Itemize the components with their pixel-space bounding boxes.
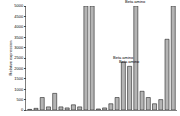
svg-text:Relative expression: Relative expression <box>8 41 13 76</box>
svg-text:1500: 1500 <box>14 76 24 81</box>
svg-text:4500: 4500 <box>14 14 24 19</box>
svg-text:Beta amino: Beta amino <box>119 59 140 64</box>
svg-text:4000: 4000 <box>14 24 24 29</box>
svg-text:3500: 3500 <box>14 35 24 40</box>
svg-text:Beta amino: Beta amino <box>113 55 134 60</box>
svg-text:Beta amino: Beta amino <box>125 0 146 4</box>
svg-text:0: 0 <box>21 107 24 112</box>
svg-text:500: 500 <box>17 97 24 102</box>
svg-text:2000: 2000 <box>14 66 24 71</box>
svg-text:5000: 5000 <box>14 3 24 8</box>
svg-text:1000: 1000 <box>14 87 24 92</box>
svg-text:2500: 2500 <box>14 55 24 60</box>
svg-text:3000: 3000 <box>14 45 24 50</box>
